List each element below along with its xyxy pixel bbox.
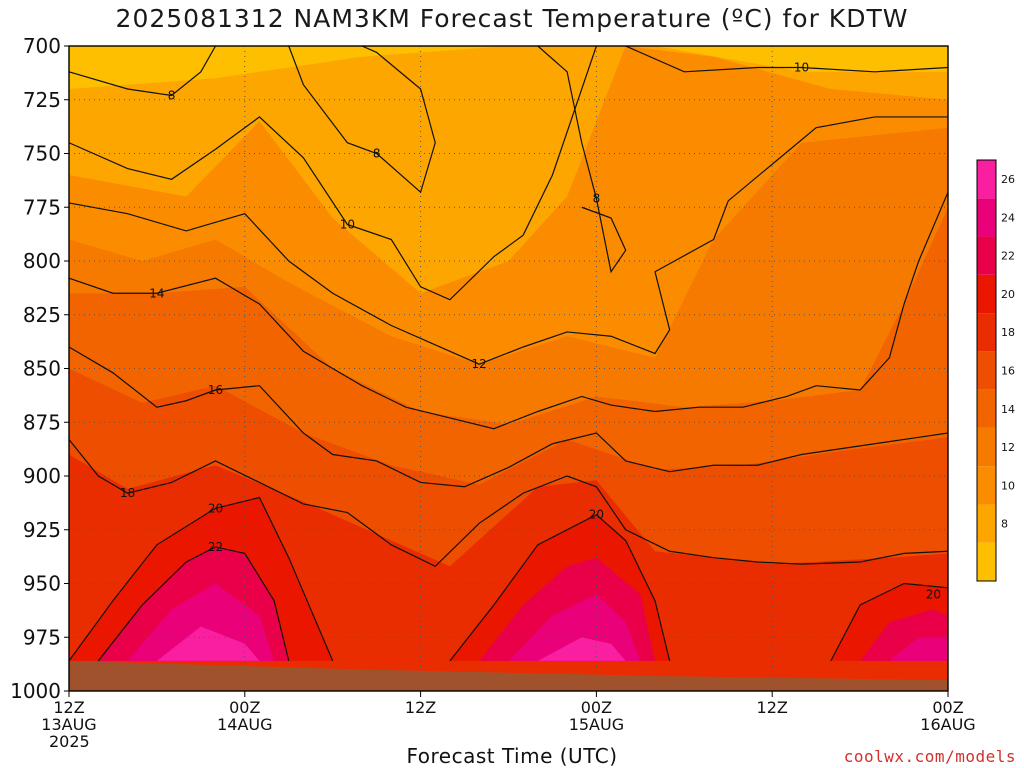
x-tick-label: 2025 (49, 732, 90, 751)
colorbar-label: 22 (1001, 250, 1015, 263)
isotherm-line (68, 45, 597, 301)
isotherm-label: 10 (340, 217, 355, 231)
colorbar-swatch (977, 274, 996, 314)
colorbar-swatch (977, 504, 996, 543)
isotherm-line (68, 346, 949, 488)
y-tick-label: 925 (23, 518, 61, 542)
colorbar-label: 14 (1001, 403, 1015, 416)
x-tick-label: 12Z (53, 698, 84, 717)
isotherm-line (68, 191, 949, 430)
temperature-band (889, 637, 948, 661)
isotherm-line (625, 45, 949, 73)
isotherm-label: 8 (168, 88, 176, 102)
colorbar-label: 10 (1001, 479, 1015, 492)
isotherm-line (449, 513, 671, 662)
y-tick-label: 775 (23, 195, 61, 219)
colorbar-frame (976, 159, 997, 582)
y-tick-label: 950 (23, 572, 61, 596)
colorbar-label: 18 (1001, 326, 1015, 339)
y-tick-label: 750 (23, 142, 61, 166)
colorbar-label: 26 (1001, 173, 1015, 186)
colorbar-swatch (977, 160, 996, 199)
y-tick-label: 875 (23, 410, 61, 434)
colorbar-label: 8 (1001, 518, 1008, 531)
x-tick-label: 16AUG (920, 715, 975, 734)
isotherm-line (68, 45, 217, 97)
isotherm-line (830, 582, 949, 662)
x-axis-title: Forecast Time (UTC) (406, 744, 618, 768)
y-tick-label: 1000 (10, 679, 61, 703)
ground-area (69, 660, 948, 691)
temperature-band (156, 626, 260, 661)
x-tick-label: 12Z (405, 698, 436, 717)
chart-title: 2025081312 NAM3KM Forecast Temperature (… (115, 4, 909, 33)
x-tick-label: 14AUG (217, 715, 272, 734)
isotherm-line (68, 439, 949, 568)
isotherm-label: 20 (926, 587, 941, 601)
isotherm-label: 18 (120, 486, 135, 500)
isotherm-line (68, 116, 948, 365)
colorbar-swatch (977, 236, 996, 275)
isotherm-label: 20 (208, 501, 223, 515)
isotherm-label: 8 (593, 192, 601, 206)
x-tick-label: 12Z (757, 698, 788, 717)
colorbar-swatch (977, 466, 996, 505)
isotherm-label: 20 (589, 508, 604, 522)
x-tick-label: 13AUG (41, 715, 96, 734)
colorbar-swatch (977, 313, 996, 352)
y-tick-label: 825 (23, 303, 61, 327)
x-tick-label: 00Z (932, 698, 963, 717)
colorbar-swatch (977, 351, 996, 390)
y-tick-label: 900 (23, 464, 61, 488)
isotherm-line (97, 546, 290, 662)
isotherm-line (288, 45, 436, 194)
colorbar-swatch (977, 198, 996, 237)
isotherm-line (537, 45, 627, 274)
colorbar-label: 16 (1001, 365, 1015, 378)
y-tick-label: 800 (23, 249, 61, 273)
colorbar-swatch (977, 542, 996, 581)
credit-text: coolwx.com/models (843, 747, 1016, 766)
temperature-band (537, 637, 626, 661)
colorbar-swatch (977, 389, 996, 428)
colorbar-label: 20 (1001, 288, 1015, 301)
isotherm-label: 22 (208, 540, 223, 554)
colorbar-label: 12 (1001, 441, 1015, 454)
y-tick-label: 975 (23, 625, 61, 649)
isotherm-label: 14 (149, 286, 164, 300)
isotherm-label: 12 (472, 357, 487, 371)
isotherm-label: 10 (794, 61, 809, 75)
isotherm-label: 16 (208, 383, 223, 397)
y-tick-label: 850 (23, 357, 61, 381)
isotherm-line (68, 496, 334, 662)
x-tick-label: 00Z (229, 698, 260, 717)
colorbar-swatch (977, 427, 996, 467)
isotherm-label: 8 (373, 147, 381, 161)
x-tick-label: 15AUG (569, 715, 624, 734)
x-tick-label: 00Z (581, 698, 612, 717)
y-tick-label: 725 (23, 88, 61, 112)
colorbar-label: 24 (1001, 211, 1015, 224)
y-tick-label: 700 (23, 34, 61, 58)
